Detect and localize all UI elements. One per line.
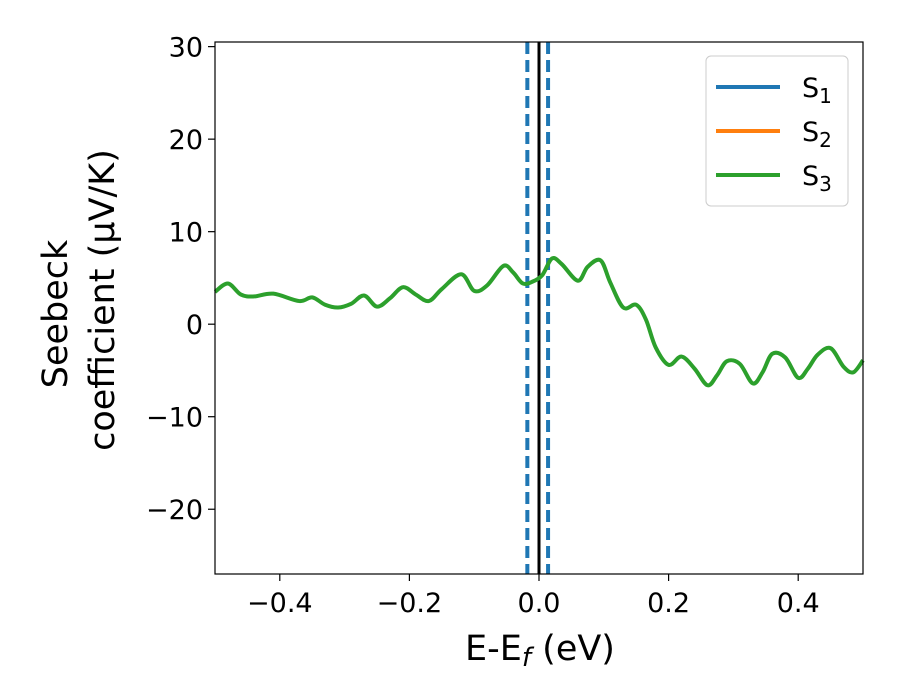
legend-label-sub: 1 (819, 84, 832, 108)
y-tick-label: −10 (146, 403, 203, 434)
legend-label-s2: S2 (802, 117, 832, 152)
x-axis: −0.4 −0.2 0.0 0.2 0.4 (247, 574, 820, 619)
series-line-s3 (213, 256, 865, 388)
x-tick-label: 0.0 (518, 588, 561, 619)
y-axis-title: Seebeck coefficient (μV/K) (36, 149, 123, 451)
y-axis-title-line1: Seebeck (36, 239, 76, 388)
x-axis-title-unit: (eV) (531, 629, 615, 669)
legend-label-main: S (802, 117, 819, 148)
y-tick-label: −20 (146, 495, 203, 526)
legend-label-sub: 2 (819, 128, 832, 152)
x-tick-label: 0.2 (647, 588, 690, 619)
legend-label-s1: S1 (802, 73, 832, 108)
plot-area (213, 41, 865, 575)
legend-label-s3: S3 (802, 161, 832, 196)
x-tick-label: −0.4 (247, 588, 313, 619)
vertical-reference-lines (525, 42, 551, 574)
legend-label-main: S (802, 161, 819, 192)
y-tick-label: 30 (169, 33, 203, 64)
y-axis: −20 −10 0 10 20 30 (146, 33, 215, 526)
series-lines (213, 256, 865, 388)
y-axis-title-line2: coefficient (μV/K) (83, 149, 123, 451)
x-axis-title-main: E-E (465, 629, 522, 669)
y-tick-label: 10 (169, 218, 203, 249)
y-tick-label: 0 (186, 310, 203, 341)
x-tick-label: 0.4 (777, 588, 820, 619)
legend-label-main: S (802, 73, 819, 104)
x-tick-label: −0.2 (377, 588, 443, 619)
legend-label-sub: 3 (819, 172, 832, 196)
y-tick-label: 20 (169, 125, 203, 156)
x-axis-title: E-Ef (eV) (465, 629, 615, 673)
